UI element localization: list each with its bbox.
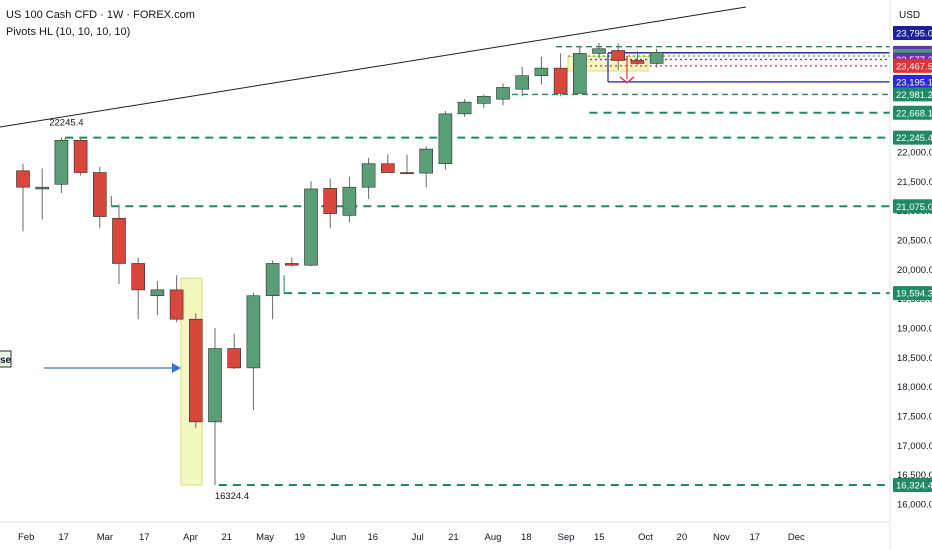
trend-line[interactable] <box>0 6 747 128</box>
y-tick-label: 18,500.0 <box>897 353 932 364</box>
candle-body[interactable] <box>400 172 414 175</box>
side-label-box <box>0 350 12 368</box>
candle-body[interactable] <box>246 295 261 369</box>
candle-body[interactable] <box>419 148 434 174</box>
candle-body[interactable] <box>35 186 50 190</box>
x-tick-label: 17 <box>750 532 761 543</box>
candle-body[interactable] <box>284 263 299 266</box>
x-tick-label: 17 <box>58 532 69 543</box>
currency-label: USD <box>899 10 920 21</box>
candle-body[interactable] <box>438 113 453 165</box>
plot-area[interactable] <box>0 0 890 522</box>
y-tick-label: 18,000.0 <box>897 382 932 393</box>
candle-body[interactable] <box>649 51 664 64</box>
candle-body[interactable] <box>131 263 145 291</box>
x-axis-area <box>0 522 932 550</box>
y-tick-label: 20,500.0 <box>897 236 932 247</box>
price-tag-label: 23,467.5 <box>896 61 932 72</box>
x-tick-label: Aug <box>485 532 502 543</box>
price-tag-label: 21,075.0 <box>896 202 932 213</box>
x-tick-label: 19 <box>294 532 305 543</box>
price-tag-label: 22,981.2 <box>896 90 932 101</box>
x-tick-label: Oct <box>638 532 653 543</box>
x-tick-label: Mar <box>97 532 113 543</box>
y-tick-label: 16,500.0 <box>897 470 932 481</box>
side-label-text: se <box>0 355 12 366</box>
y-tick-label: 17,000.0 <box>897 441 932 452</box>
y-tick-label: 20,000.0 <box>897 265 932 276</box>
blue-arrow-head <box>172 363 181 373</box>
x-tick-label: Dec <box>788 532 805 543</box>
candle-body[interactable] <box>361 163 376 188</box>
price-tag[interactable] <box>893 199 932 214</box>
price-tag[interactable] <box>893 477 932 492</box>
pivot-level-value: 16324.4 <box>215 491 249 502</box>
candle-body[interactable] <box>380 163 395 173</box>
candle-body[interactable] <box>496 87 510 100</box>
candle-body[interactable] <box>189 318 203 423</box>
price-tag-label: 23,195.1 <box>896 77 932 88</box>
x-tick-label: 21 <box>448 532 459 543</box>
price-tag[interactable] <box>893 26 932 40</box>
x-tick-label: Feb <box>18 532 34 543</box>
price-tag[interactable] <box>893 87 932 102</box>
x-tick-label: Jun <box>331 532 346 543</box>
candle-body[interactable] <box>457 101 472 115</box>
x-tick-label: 15 <box>594 532 605 543</box>
candle-body[interactable] <box>592 48 606 54</box>
price-tag-label: 23,795.0 <box>896 29 932 40</box>
candle-body[interactable] <box>630 60 645 64</box>
price-tag-label: 22,668.1 <box>896 108 932 119</box>
price-tag-label: 22,245.4 <box>896 133 932 144</box>
x-tick-label: 18 <box>521 532 532 543</box>
candle-body[interactable] <box>611 50 626 61</box>
candle-body[interactable] <box>304 188 318 266</box>
x-tick-label: 21 <box>222 532 233 543</box>
candle-body[interactable] <box>54 139 69 185</box>
candle-body[interactable] <box>572 53 587 94</box>
price-tag[interactable] <box>893 58 932 73</box>
x-tick-label: Apr <box>183 532 198 543</box>
price-tag-label: 19,594.3 <box>896 289 932 300</box>
signal-arrow-head <box>619 76 635 84</box>
x-tick-label: 16 <box>367 532 378 543</box>
x-tick-label: 17 <box>139 532 150 543</box>
price-tag-label: 16,324.4 <box>896 480 932 491</box>
candle-body[interactable] <box>534 67 549 77</box>
x-tick-label: May <box>256 532 274 543</box>
candle-body[interactable] <box>515 75 530 90</box>
y-tick-label: 16,000.0 <box>897 500 932 511</box>
y-tick-label: 17,500.0 <box>897 412 932 423</box>
x-tick-label: Jul <box>412 532 424 543</box>
indicator-label[interactable]: Pivots HL (10, 10, 10, 10) <box>6 26 131 38</box>
price-tag[interactable] <box>893 286 932 301</box>
x-tick-label: 20 <box>677 532 688 543</box>
candle-body[interactable] <box>73 139 88 173</box>
candle-body[interactable] <box>93 172 107 217</box>
chart-legend: US 100 Cash CFD · 1W · FOREX.com Pivots … <box>6 7 195 41</box>
candle-body[interactable] <box>553 67 568 94</box>
candle-body[interactable] <box>227 348 241 369</box>
price-tag[interactable] <box>893 74 932 89</box>
y-tick-label: 22,000.0 <box>897 148 932 159</box>
candle-body[interactable] <box>169 289 184 320</box>
price-tag[interactable] <box>893 105 932 120</box>
candle-body[interactable] <box>476 95 491 104</box>
candle-body[interactable] <box>112 217 126 264</box>
pivot-level-value: 22245.4 <box>49 118 83 129</box>
candle-body[interactable] <box>16 170 30 188</box>
y-tick-label: 19,000.0 <box>897 324 932 335</box>
price-tag[interactable] <box>893 130 932 145</box>
y-tick-label: 21,500.0 <box>897 177 932 188</box>
x-tick-label: Sep <box>558 532 575 543</box>
symbol-title[interactable]: US 100 Cash CFD · 1W · FOREX.com <box>6 9 195 21</box>
candle-body[interactable] <box>208 348 222 423</box>
candle-body[interactable] <box>323 188 338 214</box>
candle-body[interactable] <box>150 289 165 297</box>
candle-body[interactable] <box>265 263 280 297</box>
x-tick-label: Nov <box>713 532 730 543</box>
candle-body[interactable] <box>342 186 357 216</box>
